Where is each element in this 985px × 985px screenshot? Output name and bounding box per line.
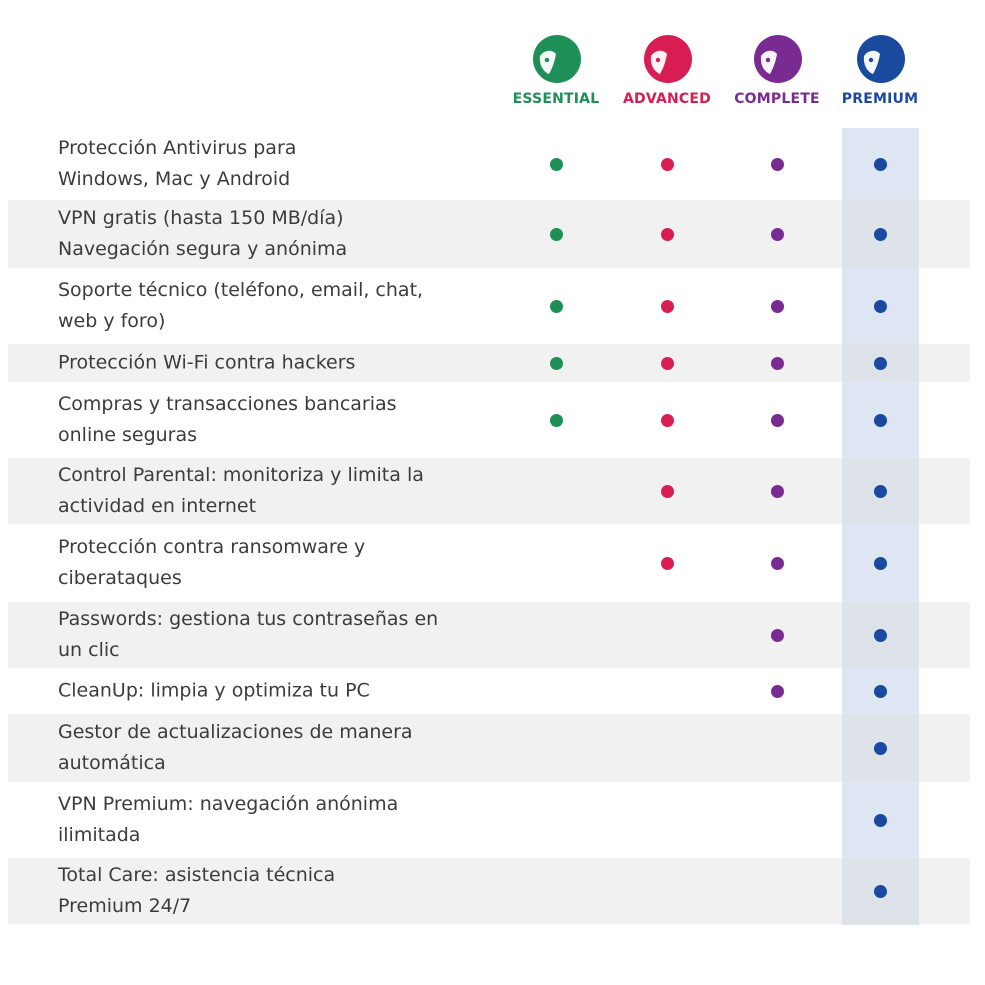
included-dot-premium <box>873 227 887 241</box>
included-dot-premium <box>873 413 887 427</box>
feature-label: Protección Antivirus para Windows, Mac y … <box>58 137 297 190</box>
feature-row: Compras y transacciones bancarias online … <box>8 382 970 458</box>
included-dot-advanced <box>660 227 674 241</box>
included-dot-premium <box>873 157 887 171</box>
feature-row: VPN Premium: navegación anónima ilimitada <box>8 782 970 858</box>
included-dot-premium <box>873 884 887 898</box>
premium-column-highlight <box>842 128 919 925</box>
included-dot-premium <box>873 299 887 313</box>
feature-label: Control Parental: monitoriza y limita la… <box>58 464 424 517</box>
feature-row: Protección Antivirus para Windows, Mac y … <box>8 128 970 200</box>
plan-header-essential: ESSENTIAL <box>501 30 611 107</box>
feature-label: Protección contra ransomware y ciberataqu… <box>58 536 366 589</box>
feature-label: VPN Premium: navegación anónima ilimitada <box>58 793 399 846</box>
included-dot-premium <box>873 684 887 698</box>
included-dot-premium <box>873 628 887 642</box>
included-dot-advanced <box>660 356 674 370</box>
feature-label: Gestor de actualizaciones de manera autom… <box>58 721 413 774</box>
feature-row: CleanUp: limpia y optimiza tu PC <box>8 668 970 714</box>
feature-row: Gestor de actualizaciones de manera autom… <box>8 714 970 782</box>
advanced-logo-icon <box>644 35 692 83</box>
feature-label: CleanUp: limpia y optimiza tu PC <box>58 679 370 702</box>
premium-logo-icon <box>857 35 905 83</box>
feature-row: VPN gratis (hasta 150 MB/día) Navegación … <box>8 200 970 268</box>
included-dot-complete <box>770 684 784 698</box>
included-dot-essential <box>549 356 563 370</box>
included-dot-complete <box>770 628 784 642</box>
plan-name: PREMIUM <box>841 91 919 107</box>
plan-name: ESSENTIAL <box>512 91 600 107</box>
included-dot-advanced <box>660 157 674 171</box>
feature-row: Protección Wi-Fi contra hackers <box>8 344 970 382</box>
included-dot-essential <box>549 413 563 427</box>
included-dot-essential <box>549 157 563 171</box>
included-dot-essential <box>549 299 563 313</box>
included-dot-complete <box>770 356 784 370</box>
plan-name: COMPLETE <box>734 91 820 107</box>
included-dot-complete <box>770 299 784 313</box>
included-dot-complete <box>770 484 784 498</box>
feature-label: Compras y transacciones bancarias online … <box>58 393 397 446</box>
included-dot-premium <box>873 356 887 370</box>
essential-logo-icon <box>533 35 581 83</box>
feature-row: Soporte técnico (teléfono, email, chat, w… <box>8 268 970 344</box>
feature-label: VPN gratis (hasta 150 MB/día) Navegación … <box>58 207 348 260</box>
feature-row: Control Parental: monitoriza y limita la… <box>8 458 970 524</box>
included-dot-complete <box>770 157 784 171</box>
included-dot-essential <box>549 227 563 241</box>
plan-name: ADVANCED <box>623 91 711 107</box>
included-dot-premium <box>873 813 887 827</box>
plan-header-complete: COMPLETE <box>722 30 832 107</box>
feature-row: Protección contra ransomware y ciberataqu… <box>8 524 970 602</box>
included-dot-premium <box>873 484 887 498</box>
included-dot-advanced <box>660 299 674 313</box>
feature-label: Protección Wi-Fi contra hackers <box>58 351 356 374</box>
feature-row: Passwords: gestiona tus contraseñas en un… <box>8 602 970 668</box>
included-dot-premium <box>873 741 887 755</box>
included-dot-complete <box>770 556 784 570</box>
included-dot-complete <box>770 227 784 241</box>
feature-label: Total Care: asistencia técnica Premium 24… <box>58 864 336 917</box>
included-dot-premium <box>873 556 887 570</box>
feature-label: Soporte técnico (teléfono, email, chat, w… <box>58 279 424 332</box>
feature-label: Passwords: gestiona tus contraseñas en un… <box>58 608 439 661</box>
plan-header-advanced: ADVANCED <box>612 30 722 107</box>
plan-header-premium: PREMIUM <box>825 30 935 107</box>
complete-logo-icon <box>754 35 802 83</box>
included-dot-advanced <box>660 413 674 427</box>
included-dot-advanced <box>660 556 674 570</box>
included-dot-advanced <box>660 484 674 498</box>
feature-row: Total Care: asistencia técnica Premium 24… <box>8 858 970 924</box>
included-dot-complete <box>770 413 784 427</box>
